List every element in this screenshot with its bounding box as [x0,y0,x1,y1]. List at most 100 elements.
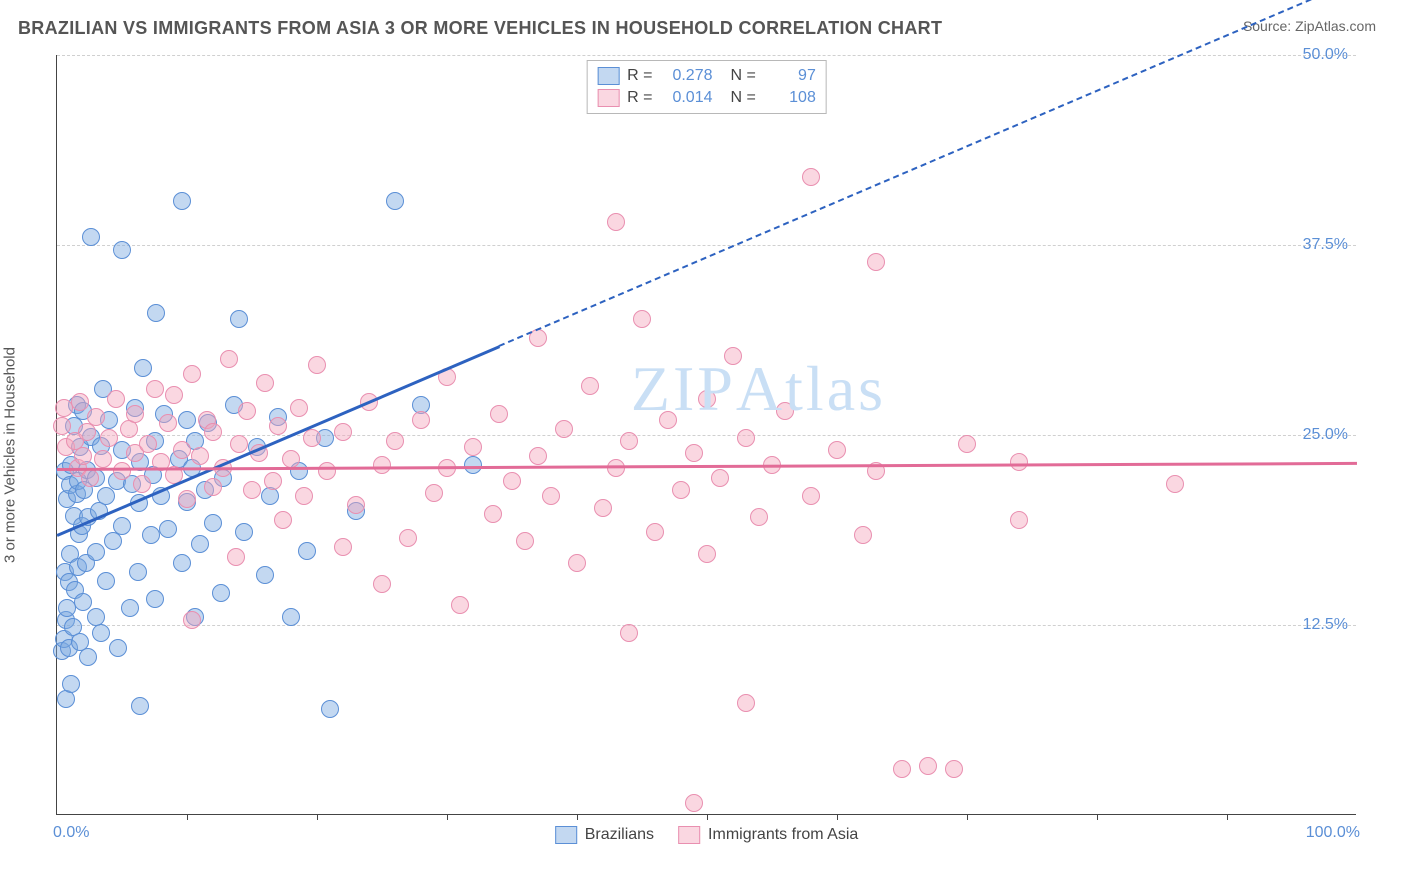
plot-area: ZIPAtlas R =0.278N =97R =0.014N =108 0.0… [56,55,1356,815]
x-tick [967,814,968,820]
data-point [318,462,336,480]
gridline [57,55,1356,56]
data-point [230,310,248,328]
legend-stat-row: R =0.014N =108 [597,87,816,109]
data-point [97,487,115,505]
data-point [698,545,716,563]
data-point [303,429,321,447]
data-point [698,390,716,408]
data-point [646,523,664,541]
legend-series: Brazilians Immigrants from Asia [555,826,859,844]
legend-label: Brazilians [585,826,654,844]
data-point [220,350,238,368]
watermark-part-a: ZIP [631,353,736,424]
data-point [113,241,131,259]
legend-swatch [597,89,619,107]
data-point [107,390,125,408]
data-point [269,417,287,435]
x-tick [187,814,188,820]
data-point [828,441,846,459]
data-point [62,675,80,693]
data-point [802,487,820,505]
data-point [373,456,391,474]
r-label: R = [627,89,652,107]
data-point [97,572,115,590]
data-point [555,420,573,438]
data-point [173,192,191,210]
data-point [620,432,638,450]
data-point [282,608,300,626]
legend-item: Brazilians [555,826,654,844]
data-point [425,484,443,502]
data-point [204,514,222,532]
data-point [104,532,122,550]
data-point [178,411,196,429]
data-point [464,438,482,456]
data-point [386,192,404,210]
data-point [484,505,502,523]
data-point [55,399,73,417]
legend-label: Immigrants from Asia [708,826,858,844]
data-point [191,447,209,465]
data-point [243,481,261,499]
chart-title: BRAZILIAN VS IMMIGRANTS FROM ASIA 3 OR M… [18,18,942,39]
data-point [139,435,157,453]
data-point [183,611,201,629]
data-point [178,490,196,508]
legend-swatch [678,826,700,844]
data-point [529,447,547,465]
data-point [724,347,742,365]
data-point [893,760,911,778]
legend-swatch [597,67,619,85]
data-point [100,429,118,447]
data-point [607,213,625,231]
legend-swatch [555,826,577,844]
chart-container: 3 or more Vehicles in Household ZIPAtlas… [18,55,1388,855]
y-tick-label: 37.5% [1303,236,1348,254]
data-point [685,794,703,812]
data-point [737,429,755,447]
data-point [92,624,110,642]
data-point [159,520,177,538]
data-point [711,469,729,487]
data-point [261,487,279,505]
data-point [212,584,230,602]
data-point [256,566,274,584]
data-point [802,168,820,186]
n-label: N = [731,89,756,107]
data-point [191,535,209,553]
data-point [581,377,599,395]
data-point [134,359,152,377]
data-point [74,447,92,465]
data-point [204,478,222,496]
data-point [78,423,96,441]
data-point [173,441,191,459]
r-label: R = [627,67,652,85]
data-point [633,310,651,328]
data-point [490,405,508,423]
data-point [94,450,112,468]
data-point [776,402,794,420]
data-point [945,760,963,778]
data-point [142,526,160,544]
gridline [57,245,1356,246]
legend-stat-row: R =0.278N =97 [597,65,816,87]
data-point [109,639,127,657]
n-value: 97 [764,67,816,85]
x-tick [837,814,838,820]
data-point [126,405,144,423]
data-point [131,697,149,715]
data-point [53,417,71,435]
data-point [685,444,703,462]
data-point [274,511,292,529]
y-axis-label: 3 or more Vehicles in Household [2,347,19,563]
data-point [282,450,300,468]
data-point [672,481,690,499]
r-value: 0.278 [661,67,713,85]
data-point [321,700,339,718]
data-point [82,228,100,246]
data-point [74,593,92,611]
r-value: 0.014 [661,89,713,107]
x-tick [707,814,708,820]
data-point [308,356,326,374]
